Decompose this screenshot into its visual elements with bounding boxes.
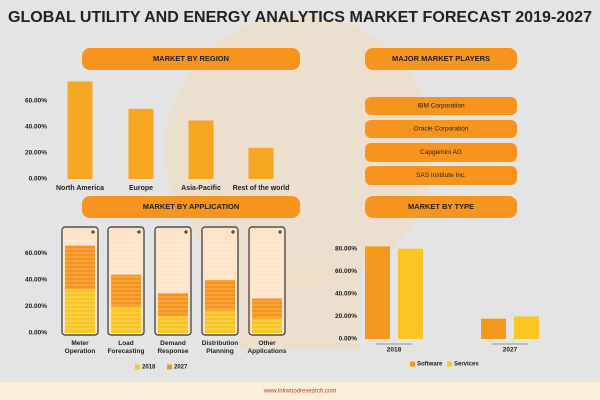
legend-label: 2027	[174, 365, 188, 371]
x-tick-label: 2027	[503, 347, 518, 354]
y-tick-label: 40.00%	[25, 277, 47, 284]
y-tick-label: 40.00%	[25, 124, 47, 131]
x-tick-label: 2018	[387, 347, 402, 354]
players-title: MAJOR MARKET PLAYERS	[392, 54, 490, 63]
x-tick-label: Load Forecasting	[107, 340, 145, 355]
legend-swatch	[167, 364, 172, 370]
bar	[188, 120, 214, 179]
x-tick-label: Other Applications	[247, 340, 287, 355]
header-box	[82, 196, 300, 218]
bar	[365, 246, 390, 339]
header-box	[365, 196, 517, 218]
y-tick-label: 20.00%	[25, 150, 47, 157]
x-tick-label: Meter Operation	[64, 340, 96, 355]
bar	[514, 316, 539, 339]
page-title: GLOBAL UTILITY AND ENERGY ANALYTICS MARK…	[8, 9, 592, 26]
chart-title: MARKET BY APPLICATION	[143, 202, 240, 211]
y-tick-label: 0.00%	[29, 176, 48, 183]
bar	[398, 248, 423, 339]
y-tick-label: 60.00%	[335, 268, 357, 275]
y-tick-label: 20.00%	[335, 313, 357, 320]
chart-title: MARKET BY REGION	[153, 54, 229, 63]
bar	[67, 81, 93, 179]
footer: www.inkwoodresearch.com	[263, 389, 337, 395]
battery-fill	[205, 310, 235, 333]
chart-title: MARKET BY TYPE	[408, 202, 474, 211]
player: SAS Institute Inc.	[416, 172, 466, 179]
x-tick-label: Demand Response	[157, 340, 189, 355]
player: Oracle Corporation	[414, 126, 469, 133]
x-tick-label: Rest of the world	[233, 185, 290, 192]
player-box	[365, 166, 517, 185]
battery-fill	[65, 289, 95, 333]
bar	[481, 318, 506, 339]
player-box	[365, 97, 517, 115]
player-box	[365, 143, 517, 162]
battery-fill	[158, 315, 188, 333]
legend-swatch	[447, 361, 452, 367]
bar	[248, 147, 274, 179]
x-tick-label: Europe	[129, 185, 153, 192]
y-tick-label: 60.00%	[25, 250, 47, 257]
legend-swatch	[135, 364, 140, 370]
player-box	[365, 120, 517, 138]
legend-swatch	[410, 361, 415, 367]
y-tick-label: 40.00%	[335, 291, 357, 298]
x-tick-label: Asia-Pacific	[181, 185, 221, 192]
y-tick-label: 20.00%	[25, 303, 47, 310]
battery-fill	[252, 318, 282, 333]
x-tick-label: North America	[56, 185, 104, 192]
x-tick-label: Distribution Planning	[201, 340, 239, 355]
header-box	[365, 48, 517, 70]
player: IBM Corporation	[417, 103, 465, 110]
y-tick-label: 60.00%	[25, 98, 47, 105]
bar	[128, 108, 154, 179]
y-tick-label: 0.00%	[339, 336, 358, 343]
player: Capgemini AG	[420, 149, 462, 156]
legend-label: Services	[454, 362, 479, 368]
legend-label: 2018	[142, 365, 156, 371]
legend-label: Software	[417, 362, 443, 368]
footer-strip	[0, 382, 600, 400]
y-tick-label: 80.00%	[335, 245, 357, 252]
y-tick-label: 0.00%	[29, 330, 48, 337]
header-box	[82, 48, 300, 70]
battery-fill	[111, 306, 141, 333]
